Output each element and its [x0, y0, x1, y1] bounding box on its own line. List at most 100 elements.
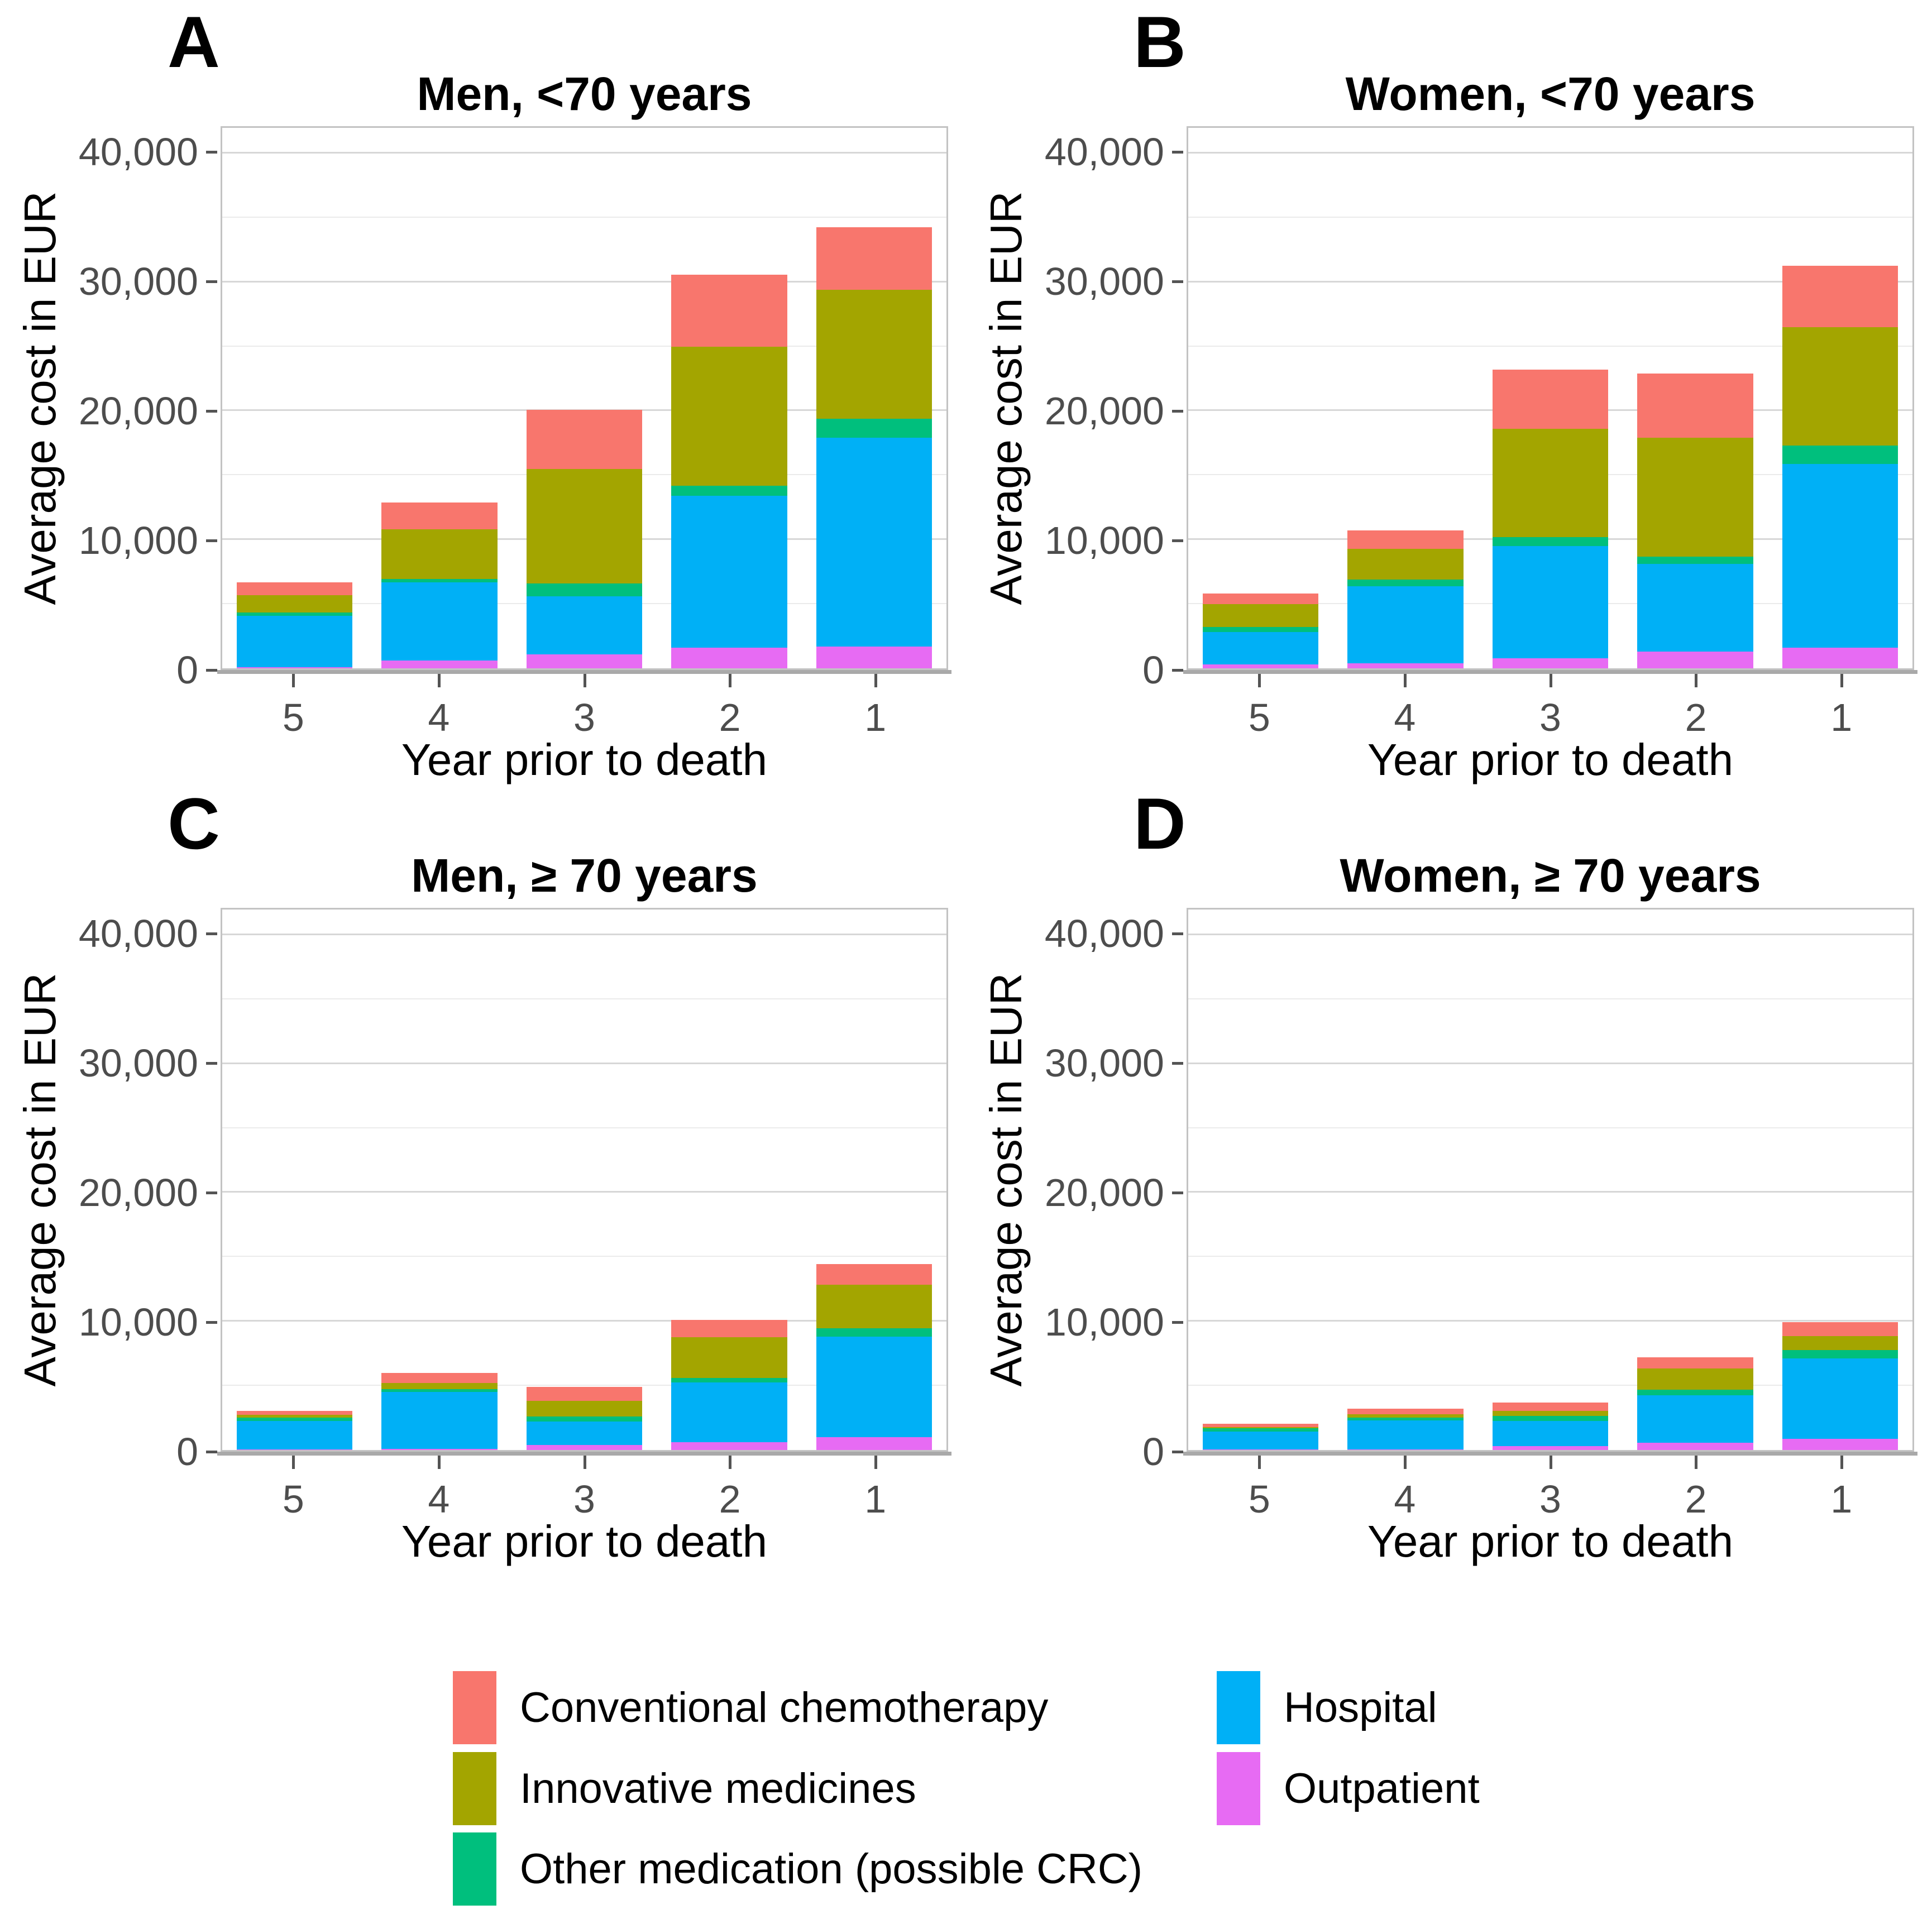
- bar-segment-other-medication-possible-crc: [1347, 579, 1464, 586]
- bar-segment-hospital: [1637, 1395, 1753, 1443]
- bar-segment-hospital: [1782, 463, 1898, 648]
- panel-title: Women, ≥ 70 years: [1340, 849, 1761, 902]
- x-tick-label: 3: [1539, 696, 1561, 739]
- x-axis-line: [1183, 670, 1917, 674]
- bar-segment-other-medication-possible-crc: [1637, 1389, 1753, 1396]
- bar-year-2: [1637, 128, 1753, 668]
- y-tick-label: 10,000: [1044, 1300, 1164, 1344]
- x-tick-label: 4: [1394, 1477, 1416, 1521]
- y-tick-mark: [1172, 410, 1183, 413]
- legend-label: Innovative medicines: [520, 1765, 916, 1812]
- gridline-minor: [222, 998, 946, 1000]
- y-tick-label: 20,000: [1044, 389, 1164, 433]
- bar-segment-other-medication-possible-crc: [381, 578, 498, 582]
- bar-segment-conventional-chemotherapy: [1782, 1322, 1898, 1337]
- x-tick-label: 5: [1248, 1477, 1270, 1521]
- y-tick-mark: [1172, 669, 1183, 672]
- bar-segment-conventional-chemotherapy: [1202, 1423, 1319, 1427]
- y-tick-mark: [206, 151, 217, 154]
- y-tick-label: 0: [176, 1430, 198, 1473]
- x-tick-label: 5: [282, 1477, 304, 1521]
- panel-title: Men, <70 years: [417, 68, 752, 120]
- bar-segment-outpatient: [1782, 1439, 1898, 1450]
- bar-segment-innovative-medicines: [1492, 429, 1609, 537]
- legend-item-other-medication: Other medication (possible CRC): [453, 1832, 1142, 1906]
- bar-year-5: [1202, 910, 1319, 1450]
- bar-segment-hospital: [1492, 546, 1609, 658]
- bar-year-1: [1782, 128, 1898, 668]
- bar-year-1: [816, 128, 932, 668]
- gridline-minor: [222, 1127, 946, 1128]
- x-tick-mark: [292, 674, 295, 687]
- bar-segment-other-medication-possible-crc: [1637, 556, 1753, 564]
- bar-segment-other-medication-possible-crc: [236, 1418, 353, 1422]
- bar-segment-outpatient: [236, 1449, 353, 1450]
- bar-segment-conventional-chemotherapy: [671, 1320, 787, 1338]
- bar-segment-hospital: [236, 1421, 353, 1449]
- y-tick-mark: [1172, 280, 1183, 284]
- bar-segment-outpatient: [1347, 1449, 1464, 1450]
- bar-segment-hospital: [1637, 564, 1753, 652]
- bar-segment-conventional-chemotherapy: [1347, 1409, 1464, 1414]
- x-tick-mark: [1549, 1456, 1552, 1469]
- y-tick-mark: [1172, 1191, 1183, 1195]
- x-tick-label: 1: [864, 1477, 887, 1521]
- panel-men-70-plus: C Men, ≥ 70 years Average cost in EUR Ye…: [0, 782, 966, 1566]
- y-tick-label: 0: [176, 648, 198, 692]
- bar-segment-hospital: [1347, 1420, 1464, 1449]
- panel-letter: C: [168, 783, 220, 864]
- bar-segment-hospital: [381, 582, 498, 661]
- bar-segment-other-medication-possible-crc: [526, 583, 643, 596]
- bar-year-5: [236, 128, 353, 668]
- bar-segment-other-medication-possible-crc: [816, 418, 932, 438]
- panel-letter: B: [1134, 1, 1186, 83]
- bar-segment-conventional-chemotherapy: [236, 582, 353, 595]
- x-tick-mark: [583, 1456, 586, 1469]
- y-tick-label: 20,000: [1044, 1171, 1164, 1215]
- y-tick-label: 10,000: [78, 519, 198, 563]
- bar-year-1: [1782, 910, 1898, 1450]
- bar-year-3: [526, 128, 643, 668]
- bar-segment-hospital: [526, 1422, 643, 1445]
- plot-area: [1187, 126, 1914, 670]
- bar-year-5: [236, 910, 353, 1450]
- bar-segment-conventional-chemotherapy: [1202, 594, 1319, 604]
- bar-segment-hospital: [1782, 1358, 1898, 1439]
- x-tick-mark: [437, 674, 441, 687]
- y-tick-label: 40,000: [78, 130, 198, 174]
- x-tick-label: 2: [719, 1477, 741, 1521]
- panel-letter: D: [1134, 783, 1186, 864]
- bar-segment-hospital: [816, 1337, 932, 1437]
- y-tick-mark: [206, 280, 217, 284]
- plot-area: [221, 126, 948, 670]
- bar-segment-innovative-medicines: [526, 1401, 643, 1417]
- x-tick-mark: [874, 674, 877, 687]
- gridline-major: [1188, 152, 1912, 154]
- bar-segment-innovative-medicines: [816, 1284, 932, 1329]
- x-tick-label: 1: [1830, 1477, 1853, 1521]
- bar-segment-other-medication-possible-crc: [526, 1416, 643, 1422]
- y-tick-mark: [1172, 539, 1183, 543]
- legend-swatch-other-medication-icon: [453, 1832, 496, 1906]
- bar-segment-conventional-chemotherapy: [381, 502, 498, 530]
- x-tick-label: 5: [1248, 696, 1270, 739]
- gridline-major: [222, 1062, 946, 1064]
- x-tick-label: 3: [1539, 1477, 1561, 1521]
- bar-segment-outpatient: [1492, 658, 1609, 668]
- panel-letter: A: [168, 1, 220, 83]
- bar-segment-innovative-medicines: [671, 346, 787, 486]
- bar-segment-other-medication-possible-crc: [381, 1389, 498, 1392]
- panel-women-70-plus: D Women, ≥ 70 years Average cost in EUR …: [966, 782, 1932, 1566]
- x-tick-mark: [583, 674, 586, 687]
- x-tick-mark: [1403, 674, 1407, 687]
- bar-segment-outpatient: [816, 646, 932, 668]
- y-tick-mark: [206, 410, 217, 413]
- bar-year-4: [1347, 128, 1464, 668]
- legend-label: Hospital: [1284, 1684, 1437, 1731]
- y-tick-mark: [1172, 932, 1183, 936]
- legend-label: Outpatient: [1284, 1765, 1480, 1812]
- y-tick-mark: [206, 932, 217, 936]
- bar-segment-outpatient: [236, 667, 353, 668]
- bar-segment-innovative-medicines: [1492, 1410, 1609, 1416]
- bar-segment-innovative-medicines: [1202, 604, 1319, 628]
